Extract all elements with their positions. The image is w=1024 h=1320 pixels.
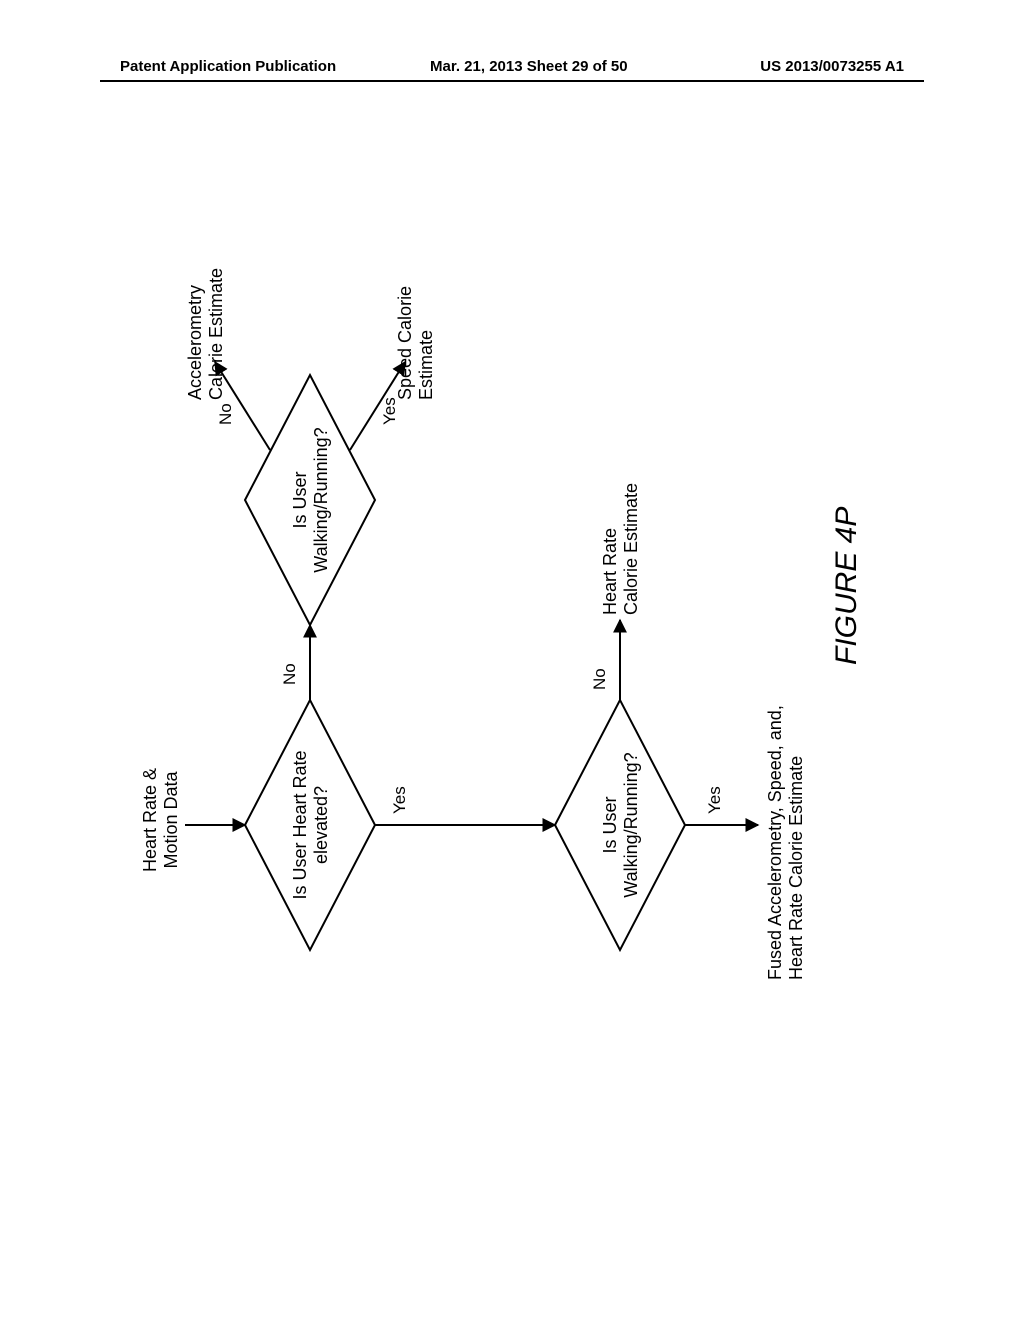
edge-d2-yes: Yes	[380, 397, 400, 425]
edge-d1-yes: Yes	[390, 786, 410, 814]
output-accelerometry: AccelerometryCalorie Estimate	[185, 240, 226, 400]
input-label: Heart Rate &Motion Data	[140, 740, 181, 900]
page: Patent Application Publication Mar. 21, …	[0, 0, 1024, 1320]
edge-d2-no: No	[216, 403, 236, 425]
header-left: Patent Application Publication	[120, 58, 336, 75]
header-rule	[100, 80, 924, 82]
edge-d3-no: No	[590, 668, 610, 690]
decision-walking-top: Is UserWalking/Running?	[290, 410, 331, 590]
header-right: US 2013/0073255 A1	[760, 58, 904, 75]
rotated-figure: Heart Rate &Motion Data Is User Heart Ra…	[135, 255, 895, 1025]
figure-label: FIGURE 4P	[830, 507, 864, 665]
output-speed: Speed CalorieEstimate	[395, 240, 436, 400]
output-fused: Fused Accelerometry, Speed, and,Heart Ra…	[765, 640, 806, 980]
decision-walking-bottom: Is UserWalking/Running?	[600, 735, 641, 915]
edge-d1-no: No	[280, 663, 300, 685]
edge-d3-yes: Yes	[705, 786, 725, 814]
figure-area: Heart Rate &Motion Data Is User Heart Ra…	[130, 260, 900, 1020]
flowchart-canvas: Heart Rate &Motion Data Is User Heart Ra…	[130, 260, 900, 1020]
decision-hr-elevated: Is User Heart Rateelevated?	[290, 735, 331, 915]
header-center: Mar. 21, 2013 Sheet 29 of 50	[430, 58, 628, 75]
output-heart-rate: Heart RateCalorie Estimate	[600, 455, 641, 615]
